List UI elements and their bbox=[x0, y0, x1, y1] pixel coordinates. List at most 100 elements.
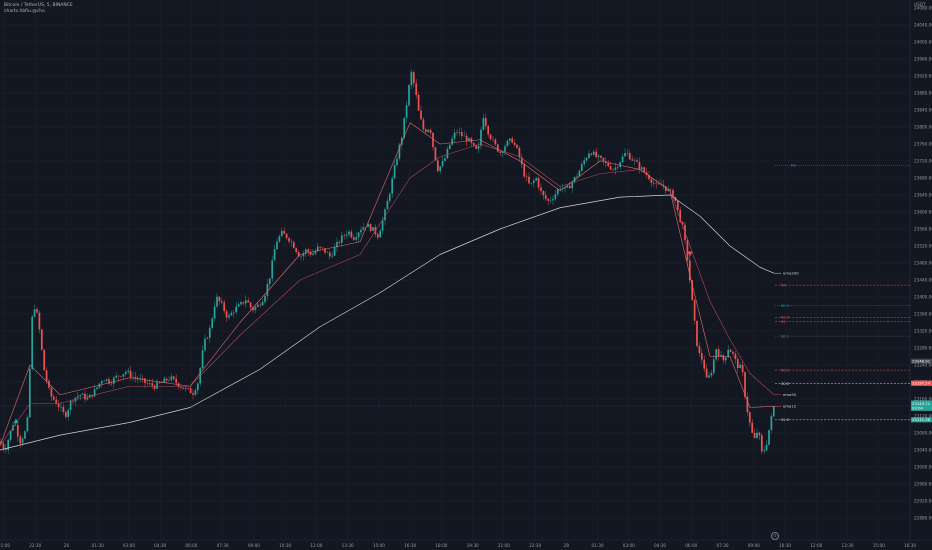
candle-body bbox=[405, 105, 408, 118]
candle-body bbox=[62, 406, 65, 412]
price-tick-label: 23880.00 bbox=[914, 91, 932, 96]
candle bbox=[352, 234, 355, 241]
candle bbox=[496, 143, 499, 153]
candle-body bbox=[76, 396, 79, 398]
candle bbox=[163, 375, 166, 383]
candle bbox=[237, 302, 240, 308]
candle bbox=[436, 157, 439, 173]
candle-body bbox=[170, 376, 173, 380]
candle-body bbox=[379, 230, 382, 238]
candle bbox=[607, 159, 610, 168]
candle bbox=[223, 299, 226, 315]
candle-body bbox=[592, 151, 595, 155]
candle bbox=[48, 379, 50, 391]
candle bbox=[688, 255, 691, 284]
candle bbox=[415, 79, 418, 99]
candle bbox=[170, 373, 173, 382]
candle-body bbox=[612, 169, 614, 170]
candle bbox=[134, 371, 137, 383]
candle-body bbox=[110, 383, 113, 385]
candle-body bbox=[283, 230, 286, 234]
candle bbox=[420, 105, 422, 120]
candle-body bbox=[177, 383, 180, 388]
candle-body bbox=[223, 302, 226, 312]
candle-body bbox=[602, 157, 605, 161]
candle-body bbox=[24, 431, 26, 439]
candle bbox=[184, 385, 187, 392]
candle bbox=[153, 383, 156, 392]
candle bbox=[376, 232, 379, 240]
candle-body bbox=[81, 393, 84, 396]
candle-body bbox=[424, 129, 427, 133]
candle bbox=[576, 173, 578, 180]
candle-body bbox=[57, 403, 60, 408]
candle-body bbox=[393, 165, 396, 179]
candle bbox=[60, 402, 62, 412]
candle-body bbox=[650, 179, 653, 183]
candle bbox=[520, 153, 523, 168]
candle-body bbox=[700, 353, 703, 360]
candle-body bbox=[686, 240, 689, 261]
candle-body bbox=[194, 390, 197, 395]
time-tick-label: 06:00 bbox=[185, 543, 197, 548]
candle-body bbox=[268, 278, 271, 284]
candle-body bbox=[242, 302, 245, 304]
gear-icon[interactable]: ⚙ bbox=[771, 532, 779, 540]
indicator-tag-ema50: ema50 bbox=[783, 392, 797, 397]
candle bbox=[427, 128, 430, 133]
candle-body bbox=[261, 301, 264, 306]
candle-body bbox=[381, 220, 384, 231]
candle-body bbox=[672, 189, 674, 197]
candle bbox=[432, 132, 434, 151]
candle-body bbox=[235, 306, 238, 313]
candle-body bbox=[751, 422, 754, 433]
candle-body bbox=[609, 166, 612, 170]
candle-body bbox=[453, 132, 456, 139]
candle bbox=[494, 137, 497, 146]
candle bbox=[292, 240, 295, 249]
time-tick-label: 07:30 bbox=[217, 543, 229, 548]
candle-body bbox=[278, 236, 281, 242]
candle bbox=[480, 126, 482, 150]
candle-body bbox=[153, 385, 156, 389]
candle-body bbox=[376, 234, 379, 238]
candle-body bbox=[504, 146, 506, 152]
candle-body bbox=[494, 139, 497, 145]
candle-body bbox=[607, 162, 610, 167]
candle bbox=[482, 114, 485, 131]
candle-body bbox=[600, 155, 602, 158]
candle bbox=[196, 382, 199, 395]
candle bbox=[408, 84, 410, 108]
candle-body bbox=[580, 164, 583, 171]
candle bbox=[417, 91, 420, 111]
candle bbox=[679, 206, 682, 224]
candle-body bbox=[384, 209, 386, 221]
time-tick-label: 26 bbox=[64, 543, 70, 548]
candle bbox=[513, 139, 516, 147]
candle-body bbox=[537, 178, 540, 188]
candle bbox=[446, 146, 449, 160]
candle bbox=[564, 187, 566, 193]
candle-body bbox=[218, 296, 221, 302]
candle bbox=[146, 379, 149, 386]
level-label: S0.1 bbox=[781, 334, 789, 338]
price-tick-label: 23400.00 bbox=[914, 295, 932, 300]
candle-body bbox=[230, 312, 233, 316]
candle-body bbox=[480, 129, 482, 146]
candle-body bbox=[331, 255, 334, 257]
candle bbox=[69, 399, 72, 415]
candle-body bbox=[556, 189, 559, 195]
candle-body bbox=[360, 229, 362, 233]
candle bbox=[631, 155, 634, 162]
candle bbox=[213, 301, 216, 322]
time-tick-label: 18:00 bbox=[435, 543, 447, 548]
candle-body bbox=[484, 118, 487, 126]
chart-header: Bitcoin / TetherUS, 5, BINANCE charts.hb… bbox=[4, 3, 73, 15]
candle-body bbox=[60, 406, 62, 408]
candle-body bbox=[703, 359, 706, 369]
candle-body bbox=[204, 338, 206, 351]
candle-body bbox=[319, 246, 322, 248]
candle bbox=[391, 175, 394, 198]
